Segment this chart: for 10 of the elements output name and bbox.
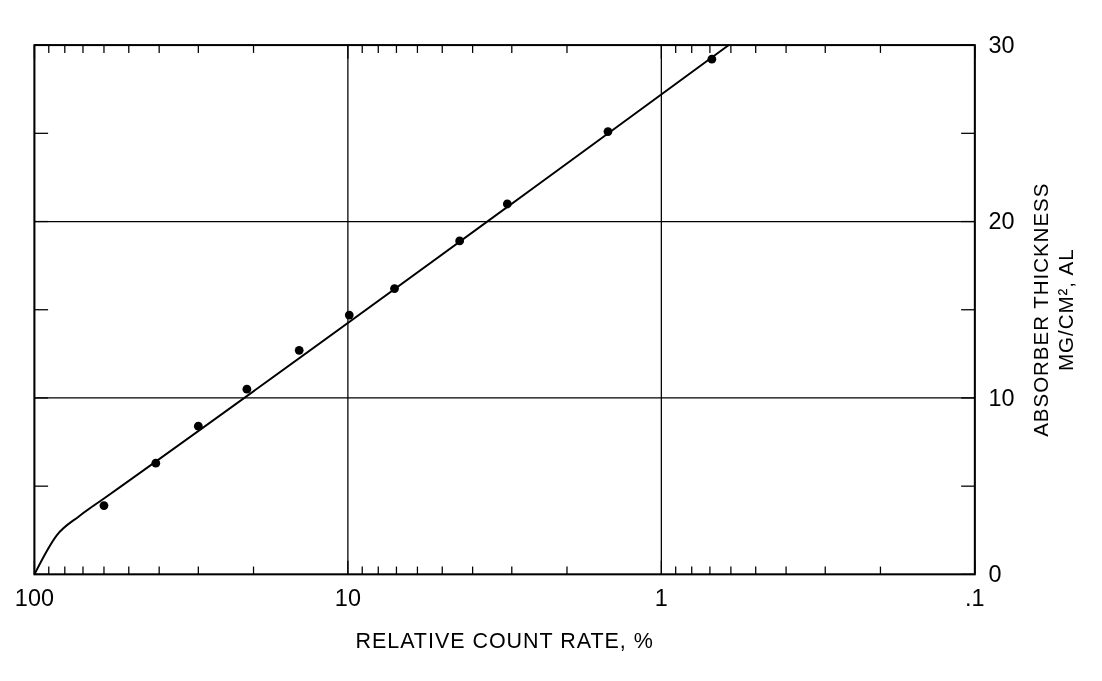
x-axis-title: RELATIVE COUNT RATE, % [355, 628, 654, 653]
x-tick-label: .1 [965, 584, 985, 611]
y-tick-label: 30 [988, 31, 1015, 58]
x-tick-label: 1 [654, 584, 668, 611]
y-axis-title: ABSORBER THICKNESS MG/CM², AL [1029, 182, 1078, 437]
y-tick-label: 0 [988, 561, 1002, 588]
y-tick-label: 10 [988, 384, 1015, 411]
x-tick-label: 10 [334, 584, 361, 611]
y-tick-label: 20 [988, 208, 1015, 235]
x-tick-label: 100 [14, 584, 54, 611]
